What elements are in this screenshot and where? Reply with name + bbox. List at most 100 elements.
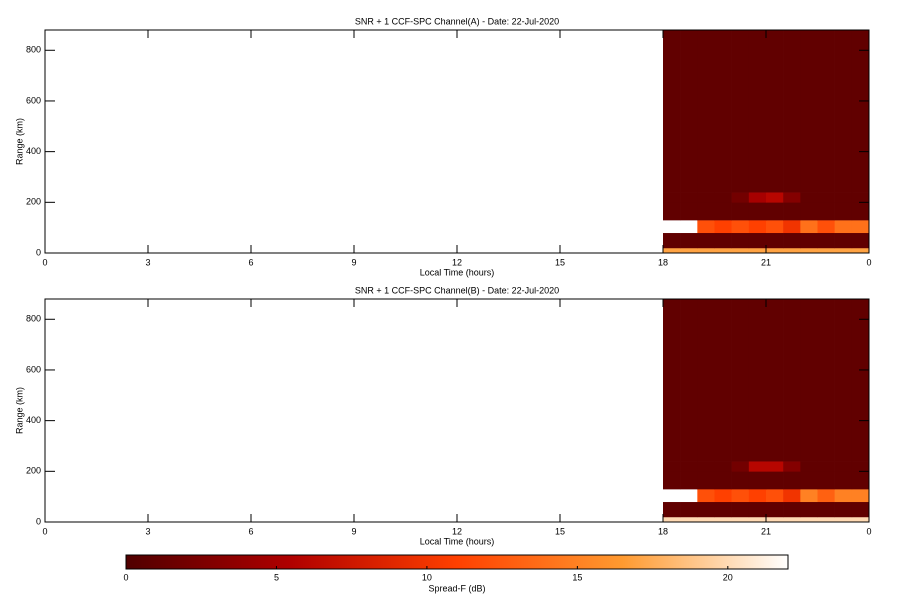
x-axis-label: Local Time (hours) xyxy=(420,267,495,277)
heat-cell xyxy=(697,516,715,523)
heat-cell xyxy=(731,232,750,249)
heat-cell xyxy=(817,192,835,203)
heat-cell xyxy=(748,516,767,523)
heat-cell xyxy=(834,461,853,472)
x-tick-label: 15 xyxy=(555,526,565,536)
heat-cell xyxy=(663,471,681,490)
heat-cell xyxy=(766,30,784,193)
heat-cell xyxy=(766,247,784,254)
heat-cell xyxy=(680,489,698,503)
heat-cell xyxy=(800,192,818,203)
heat-cell xyxy=(834,232,853,249)
heat-cell xyxy=(817,461,835,472)
heat-cell xyxy=(680,30,698,193)
heat-cell xyxy=(748,220,767,234)
heat-cell xyxy=(766,461,784,472)
y-tick-label: 400 xyxy=(26,146,41,156)
heat-cell xyxy=(817,471,835,490)
heat-cell xyxy=(783,489,801,503)
colorbar-tick-label: 15 xyxy=(572,572,582,582)
heat-cell xyxy=(748,247,767,254)
heat-cell xyxy=(766,489,784,503)
x-tick-label: 0 xyxy=(42,257,47,267)
y-axis-label: Range (km) xyxy=(14,387,24,434)
y-tick-label: 0 xyxy=(36,247,41,257)
x-tick-label: 0 xyxy=(866,257,871,267)
heat-cell xyxy=(714,192,732,203)
heat-cell xyxy=(663,489,681,503)
heat-cell xyxy=(680,461,698,472)
x-tick-label: 9 xyxy=(351,526,356,536)
heat-cell xyxy=(748,471,767,490)
heat-cell xyxy=(697,220,715,234)
heat-cell xyxy=(766,516,784,523)
heat-cell xyxy=(783,220,801,234)
heat-cell xyxy=(697,489,715,503)
heat-cell xyxy=(663,202,681,221)
y-tick-label: 600 xyxy=(26,95,41,105)
heat-cell xyxy=(783,30,801,193)
colorbar xyxy=(125,554,789,570)
heat-cell xyxy=(851,461,870,472)
heat-cell xyxy=(817,232,835,249)
heat-cell xyxy=(663,30,681,193)
y-tick-label: 600 xyxy=(26,364,41,374)
heat-cell xyxy=(783,247,801,254)
heat-cell xyxy=(748,232,767,249)
heat-cell xyxy=(714,461,732,472)
heat-cell xyxy=(766,299,784,462)
heat-cell xyxy=(731,247,750,254)
heat-cell xyxy=(851,247,870,254)
heat-cell xyxy=(766,192,784,203)
heat-cell xyxy=(851,501,870,518)
heat-cell xyxy=(731,192,750,203)
colorbar-tick-label: 0 xyxy=(123,572,128,582)
heat-cell xyxy=(817,202,835,221)
y-tick-label: 400 xyxy=(26,415,41,425)
heat-cell xyxy=(851,220,870,234)
heat-cell xyxy=(748,501,767,518)
heat-cell xyxy=(731,220,750,234)
heat-cell xyxy=(663,192,681,203)
heat-cell xyxy=(851,232,870,249)
heat-cell xyxy=(680,220,698,234)
chart-title: SNR + 1 CCF-SPC Channel(A) - Date: 22-Ju… xyxy=(355,16,559,26)
heat-cell xyxy=(680,471,698,490)
heat-cell xyxy=(714,232,732,249)
heat-cell xyxy=(783,471,801,490)
heat-cell xyxy=(800,516,818,523)
heat-cell xyxy=(714,516,732,523)
heat-cell xyxy=(748,202,767,221)
heat-cell xyxy=(834,299,853,462)
heat-cell xyxy=(800,501,818,518)
heat-cell xyxy=(766,501,784,518)
x-tick-label: 6 xyxy=(248,257,253,267)
heat-cell xyxy=(783,192,801,203)
heat-cell xyxy=(697,192,715,203)
colorbar-tick-label: 20 xyxy=(723,572,733,582)
x-tick-label: 12 xyxy=(452,526,462,536)
heat-cell xyxy=(817,299,835,462)
heat-cell xyxy=(800,461,818,472)
x-tick-label: 18 xyxy=(658,257,668,267)
heat-cell xyxy=(851,489,870,503)
heat-cell xyxy=(783,232,801,249)
heat-cell xyxy=(851,202,870,221)
heat-cell xyxy=(731,516,750,523)
heat-cell xyxy=(663,247,681,254)
heat-cell xyxy=(800,202,818,221)
heat-cell xyxy=(800,220,818,234)
x-tick-label: 15 xyxy=(555,257,565,267)
heat-cell xyxy=(731,202,750,221)
heat-cell xyxy=(834,220,853,234)
heat-cell xyxy=(783,299,801,462)
heat-cell xyxy=(851,30,870,193)
x-tick-label: 18 xyxy=(658,526,668,536)
x-tick-label: 3 xyxy=(145,257,150,267)
heat-cell xyxy=(714,471,732,490)
heat-cell xyxy=(697,299,715,462)
heat-cell xyxy=(731,461,750,472)
heat-cell xyxy=(800,489,818,503)
heat-cell xyxy=(731,501,750,518)
heat-cell xyxy=(851,471,870,490)
